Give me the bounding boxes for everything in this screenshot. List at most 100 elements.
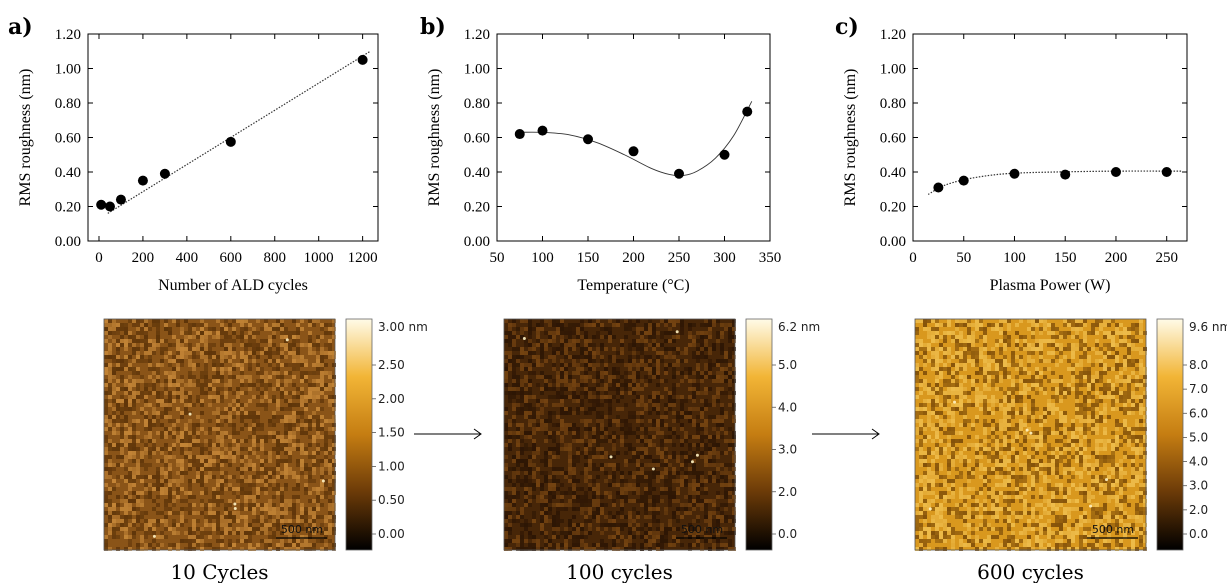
x-tick-label: 200 [622, 250, 645, 266]
colorbar-tick-label: 2.50 [378, 358, 405, 372]
data-point [1161, 167, 1172, 177]
data-point [104, 201, 115, 212]
colorbar-tick-label: 2.0 [778, 485, 797, 499]
colorbar-tick-label: 0.0 [1189, 527, 1208, 541]
data-point [225, 136, 236, 147]
y-tick-label: 1.20 [464, 27, 490, 43]
y-tick-label: 0.20 [464, 200, 490, 216]
x-tick-label: 100 [1003, 250, 1026, 266]
colorbar-tick-label: 0.50 [378, 493, 405, 507]
panel-label: a) [8, 14, 33, 40]
arrows-layer [414, 428, 880, 440]
afm-texture [104, 319, 336, 551]
y-tick-label: 0.40 [880, 165, 906, 181]
data-point [537, 125, 548, 136]
colorbar-tick-label: 0.0 [778, 527, 797, 541]
data-point [933, 182, 944, 193]
y-tick-label: 0.00 [55, 234, 81, 250]
afm-caption: 600 cycles [977, 560, 1084, 583]
colorbar-tick-label: 8.0 [1189, 358, 1208, 372]
data-point [514, 129, 525, 140]
afm-frame [914, 318, 1147, 551]
afm-caption: 100 cycles [566, 560, 673, 583]
afm-caption: 10 Cycles [170, 560, 268, 583]
arrow-1-head [473, 428, 482, 440]
x-tick-label: 200 [132, 250, 155, 266]
data-point [96, 199, 107, 210]
afm-panel-2: 500 nm 6.2 nm 5.0 4.0 3.0 2.0 0.0 100 cycles [503, 318, 820, 583]
y-tick-label: 0.00 [464, 234, 490, 250]
y-axis-label: RMS roughness (nm) [426, 69, 443, 207]
x-axis-label: Temperature (°C) [577, 277, 689, 294]
x-axis-label: Plasma Power (W) [990, 277, 1111, 294]
x-tick-label: 200 [1105, 250, 1128, 266]
afm-layer: 500 nm 3.00 nm 2.50 2.00 1.50 1.00 0.50 0.00 10 … [103, 318, 1227, 583]
colorbar-tick-label: 3.0 [1189, 479, 1208, 493]
x-tick-label: 150 [577, 250, 600, 266]
colorbar [345, 318, 373, 551]
colorbar-tick-label: 2.00 [378, 392, 405, 406]
data-point [958, 175, 969, 186]
y-axis-label: RMS roughness (nm) [842, 69, 859, 207]
y-tick-label: 0.60 [880, 131, 906, 147]
colorbar-tick-label: 0.00 [378, 527, 405, 541]
data-point [115, 194, 126, 205]
colorbar-tick-label: 4.0 [1189, 455, 1208, 469]
fit-line [107, 50, 371, 214]
data-point [719, 149, 730, 160]
fit-line [515, 101, 753, 177]
colorbar [1156, 318, 1184, 551]
afm-panel-1: 500 nm 3.00 nm 2.50 2.00 1.50 1.00 0.50 0.00 10 … [103, 318, 428, 583]
colorbar-tick-label: 6.0 [1189, 406, 1208, 420]
x-tick-label: 300 [713, 250, 736, 266]
y-tick-label: 0.20 [55, 200, 81, 216]
data-point [583, 134, 593, 145]
y-axis-label: RMS roughness (nm) [17, 69, 34, 207]
data-point [159, 168, 170, 179]
colorbar-max-label: 3.00 nm [378, 320, 428, 334]
x-tick-label: 1000 [304, 250, 334, 266]
y-tick-label: 1.00 [880, 62, 906, 78]
data-point [674, 168, 684, 179]
y-tick-label: 0.60 [55, 131, 81, 147]
data-point [742, 106, 753, 117]
colorbar-max-label: 9.6 nm [1189, 320, 1227, 334]
x-tick-label: 250 [668, 250, 691, 266]
chart-3: c) 0.00 0.20 0.40 0.60 0.80 1.00 1.20 0 50 100 150 2… [835, 14, 1188, 294]
chart-2: b) 0.00 0.20 0.40 0.60 0.80 1.00 1.20 50 100 150 20… [420, 14, 781, 294]
data-point [357, 54, 368, 65]
x-tick-label: 50 [490, 250, 505, 266]
x-tick-label: 800 [263, 250, 286, 266]
y-tick-label: 1.00 [55, 62, 81, 78]
colorbar-tick-label: 5.0 [778, 358, 797, 372]
arrow-2-head [871, 428, 880, 440]
x-tick-label: 50 [956, 250, 971, 266]
y-tick-label: 0.80 [880, 96, 906, 112]
y-tick-label: 0.60 [464, 131, 490, 147]
afm-panel-3: 500 nm 9.6 nm 8.0 7.0 6.0 5.0 4.0 3.0 2.0 0.0 600 … [914, 318, 1227, 583]
data-point [628, 146, 639, 157]
colorbar [745, 318, 773, 551]
x-tick-label: 400 [176, 250, 199, 266]
colorbar-tick-label: 5.0 [1189, 430, 1208, 444]
colorbar-tick-label: 3.0 [778, 443, 797, 457]
x-axis-label: Number of ALD cycles [158, 277, 308, 294]
x-tick-label: 150 [1054, 250, 1077, 266]
y-tick-label: 0.40 [55, 165, 81, 181]
charts-layer: a) 0.00 0.20 0.40 0.60 0.80 1.00 1.20 0 200 400 600… [8, 14, 1188, 294]
x-tick-label: 100 [531, 250, 554, 266]
y-tick-label: 0.80 [464, 96, 490, 112]
chart-1: a) 0.00 0.20 0.40 0.60 0.80 1.00 1.20 0 200 400 600… [8, 14, 379, 294]
data-point [1110, 167, 1121, 177]
panel-label: b) [420, 14, 446, 40]
y-tick-label: 0.80 [55, 96, 81, 112]
colorbar-tick-label: 7.0 [1189, 382, 1208, 396]
panel-label: c) [835, 14, 859, 40]
y-tick-label: 1.20 [55, 27, 81, 43]
x-tick-label: 350 [759, 250, 782, 266]
y-tick-label: 0.00 [880, 234, 906, 250]
x-tick-label: 600 [220, 250, 243, 266]
scale-bar-label: 500 nm [281, 523, 323, 536]
colorbar-max-label: 6.2 nm [778, 320, 820, 334]
